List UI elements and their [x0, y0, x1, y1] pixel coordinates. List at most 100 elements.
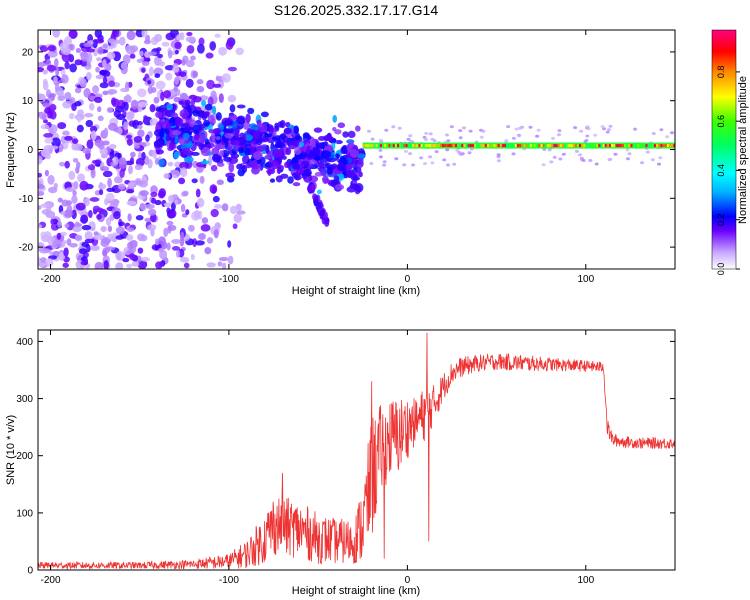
spectrogram-cell — [536, 144, 539, 148]
spectrogram-cell — [371, 144, 374, 148]
spectrogram-cell — [285, 147, 292, 156]
spectrogram-cell — [204, 138, 210, 145]
spectrogram-cell — [227, 94, 237, 103]
spectrogram-cell — [195, 188, 201, 198]
spectrogram-cell — [228, 162, 235, 173]
spectrogram-cell — [102, 59, 107, 69]
spectrogram-cell — [38, 262, 46, 268]
spectrogram-cell — [293, 125, 299, 135]
spectrogram-cell — [145, 203, 155, 210]
spectrogram-cell — [287, 176, 294, 184]
spectrogram-cell — [130, 151, 136, 158]
spectrogram-cell — [442, 144, 445, 148]
spectrogram-cell — [147, 208, 157, 216]
spectrogram-cell — [506, 144, 509, 148]
x-tick-label: -200 — [40, 575, 60, 586]
spectrogram-cell — [47, 174, 55, 185]
spectrogram-cell — [337, 161, 347, 172]
spectrogram-cell — [442, 158, 447, 162]
spectrogram-cell — [165, 133, 171, 142]
spectrogram-cell — [77, 109, 85, 117]
spectrogram-cell — [154, 199, 162, 206]
spectrogram-cell — [458, 136, 463, 140]
spectrogram-cell — [514, 127, 519, 131]
spectrogram-cell — [394, 157, 399, 161]
spectrogram-cell — [349, 149, 360, 158]
spectrogram-cell — [525, 144, 528, 148]
spectrogram-cell — [174, 198, 179, 206]
spectrogram-cell — [138, 101, 148, 108]
spectrogram-cell — [51, 145, 59, 150]
spectrogram-cell — [212, 153, 221, 163]
spectrogram-cell — [166, 103, 174, 110]
spectrogram-cell — [452, 162, 457, 166]
spectrogram-cell — [292, 182, 301, 187]
spectrogram-cell — [122, 257, 130, 263]
spectrogram-cell — [664, 144, 667, 148]
spectrogram-cell — [128, 165, 133, 175]
spectrogram-cell — [496, 159, 501, 163]
spectrogram-cell — [445, 133, 449, 137]
spectrogram-cell — [465, 144, 468, 148]
spectrogram-cell — [460, 152, 465, 156]
spectrogram-cell — [167, 49, 173, 59]
spectrogram-cell — [576, 144, 580, 148]
spectrogram-cell — [93, 96, 103, 104]
spectrogram-cell — [199, 175, 205, 184]
spectrogram-cell — [528, 125, 533, 129]
spectrogram-cell — [267, 169, 272, 176]
spectrogram-cell — [96, 57, 102, 62]
spectrogram-cell — [64, 160, 70, 169]
spectrogram-cell — [165, 72, 173, 81]
spectrogram-cell — [143, 115, 148, 120]
spectrogram-cell — [392, 144, 395, 148]
spectrogram-cell — [673, 144, 675, 148]
spectrogram-cell — [97, 115, 104, 122]
spectrogram-cell — [236, 163, 243, 170]
spectrogram-cell — [95, 74, 104, 80]
spectrogram-cell — [96, 213, 102, 220]
spectrogram-cell — [596, 144, 599, 148]
spectrogram-cell — [126, 30, 136, 41]
spectrogram-cell — [166, 220, 174, 226]
spectrogram-cell — [155, 80, 166, 90]
spectrogram-cell — [514, 144, 518, 148]
spectrogram-cell — [92, 85, 100, 94]
spectrogram-cell — [57, 95, 66, 102]
spectrogram-cell — [419, 156, 424, 160]
spectrogram-cell — [49, 110, 57, 120]
spectrogram-cell — [572, 144, 575, 148]
spectrogram-cell — [645, 150, 650, 154]
spectrogram-cell — [602, 127, 606, 131]
spectrogram-cell — [373, 144, 376, 148]
spectrogram-cell — [87, 52, 93, 63]
spectrogram-cell — [467, 144, 470, 148]
spectrogram-cell — [558, 157, 563, 161]
spectrogram-cell — [149, 118, 159, 126]
spectrogram-cell — [468, 129, 473, 133]
spectrogram-cell — [160, 91, 165, 102]
spectrogram-cell — [384, 128, 389, 132]
spectrogram-cell — [628, 144, 631, 148]
spectrogram-cell — [153, 139, 163, 148]
spectrogram-cell — [83, 42, 93, 48]
spectrogram-cell — [180, 167, 188, 178]
spectrogram-cell — [180, 231, 185, 241]
spectrogram-cell — [72, 190, 77, 197]
spectrogram-cell — [660, 144, 663, 148]
spectrogram-cell — [547, 148, 552, 152]
spectrogram-cell — [157, 53, 164, 59]
spectrogram-cell — [486, 144, 490, 148]
spectrogram-cell — [113, 211, 121, 220]
spectrogram-cell — [207, 96, 214, 106]
spectrogram-cell — [476, 144, 479, 148]
spectrogram-cell — [88, 209, 93, 219]
spectrogram-cell — [326, 157, 337, 163]
spectrogram-cell — [295, 169, 302, 178]
spectrogram-cell — [313, 127, 323, 133]
spectrogram-cell — [168, 141, 175, 151]
spectrogram-cell — [621, 144, 625, 148]
spectrogram-cell — [448, 144, 451, 148]
spectrogram-cell — [108, 122, 118, 131]
